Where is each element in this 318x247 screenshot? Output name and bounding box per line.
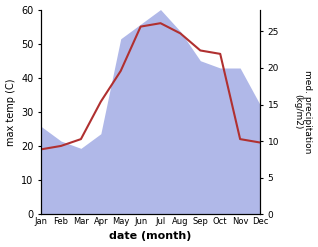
- X-axis label: date (month): date (month): [109, 231, 192, 242]
- Y-axis label: med. precipitation
(kg/m2): med. precipitation (kg/m2): [293, 70, 313, 154]
- Y-axis label: max temp (C): max temp (C): [5, 78, 16, 145]
